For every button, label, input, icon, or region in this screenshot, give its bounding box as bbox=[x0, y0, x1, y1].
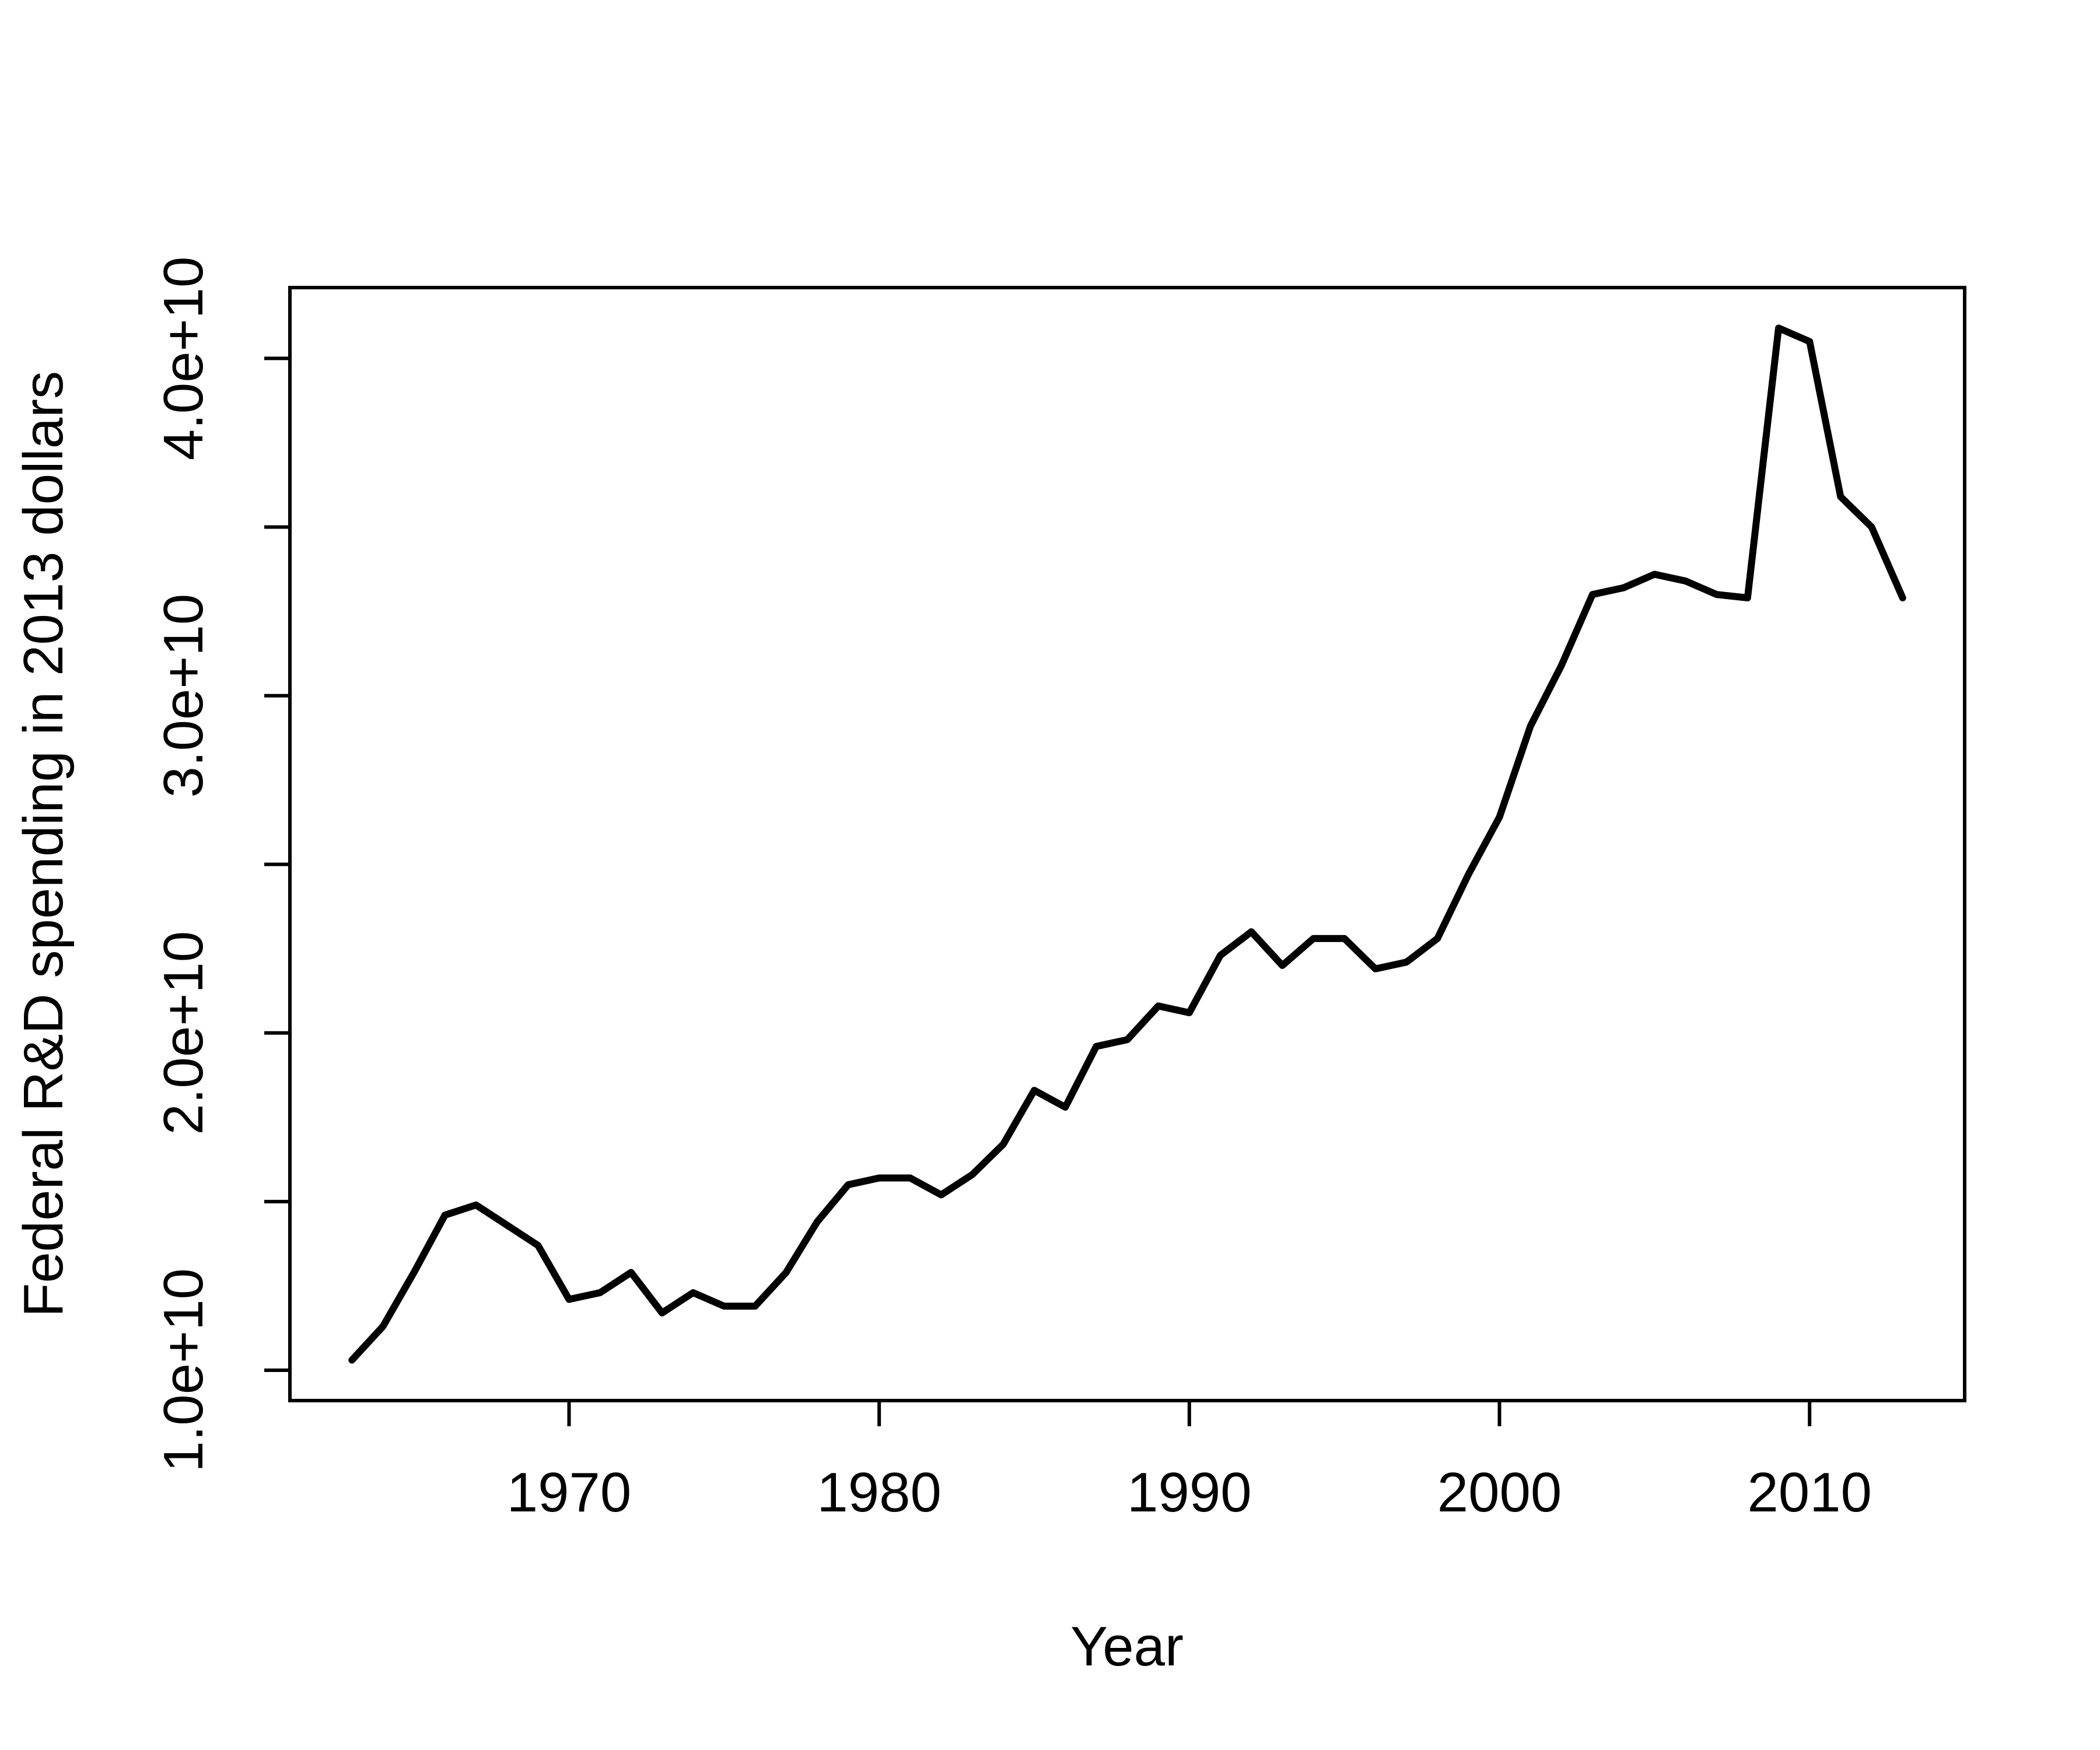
y-axis: 1.0e+10 2.0e+10 3.0e+10 4.0e+10 bbox=[152, 257, 290, 1472]
y-tick-label: 2.0e+10 bbox=[152, 931, 215, 1135]
series-line bbox=[348, 324, 1906, 1364]
plot-frame bbox=[288, 286, 1966, 1402]
x-tick-label: 1970 bbox=[507, 1461, 632, 1524]
y-tick-label: 3.0e+10 bbox=[152, 594, 215, 798]
y-tick-label: 4.0e+10 bbox=[152, 257, 215, 461]
x-tick-label: 1980 bbox=[817, 1461, 942, 1524]
y-axis-title: Federal R&D spending in 2013 dollars bbox=[12, 371, 75, 1317]
x-tick-label: 2010 bbox=[1747, 1461, 1872, 1524]
x-axis-title: Year bbox=[1070, 1615, 1184, 1678]
x-axis: 1970 1980 1990 2000 2010 bbox=[507, 1401, 1872, 1524]
y-tick-label: 1.0e+10 bbox=[152, 1268, 215, 1472]
x-tick-label: 2000 bbox=[1437, 1461, 1562, 1524]
x-tick-label: 1990 bbox=[1127, 1461, 1252, 1524]
